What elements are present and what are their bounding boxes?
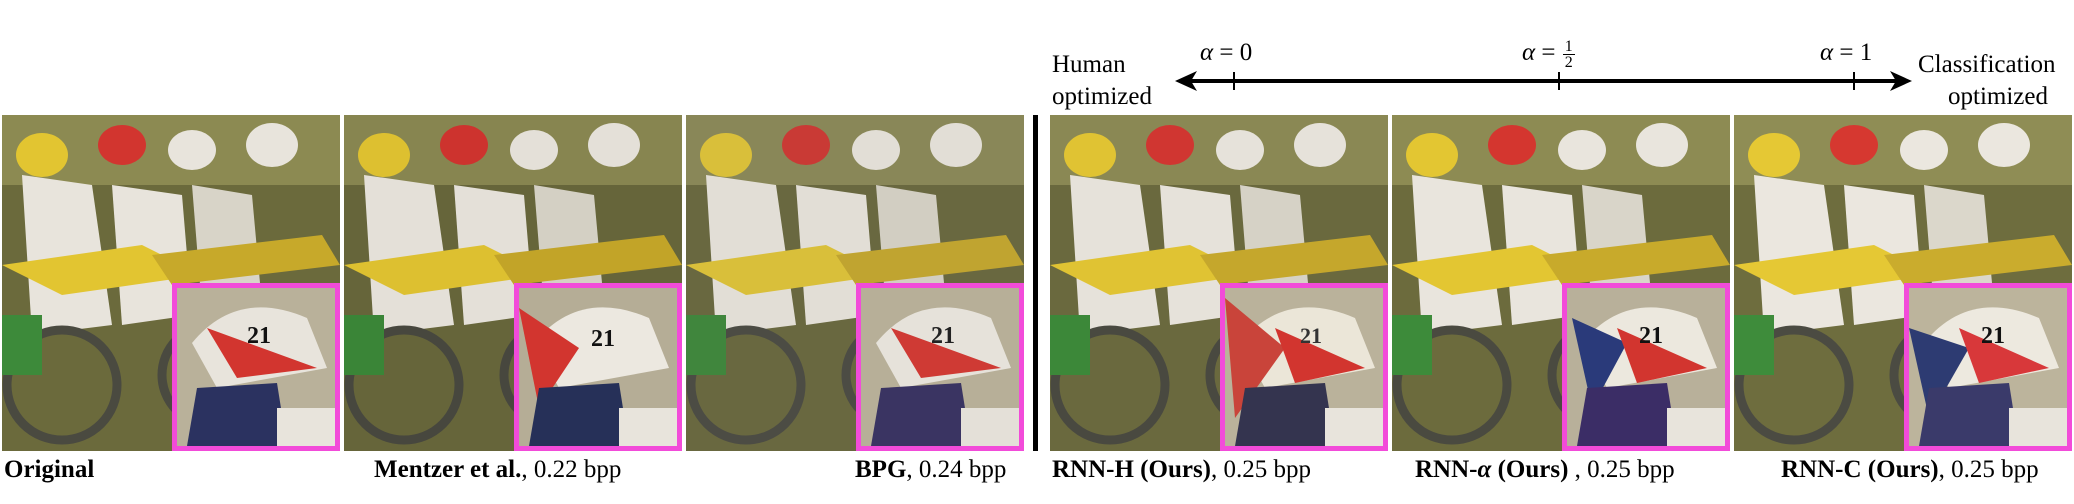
zoom-inset: 21 (514, 283, 682, 451)
panel-rnn-alpha: 21 (1392, 115, 1730, 451)
svg-text:21: 21 (591, 326, 615, 352)
caption-bpg: BPG, 0.24 bpp (855, 456, 1007, 483)
svg-text:21: 21 (1300, 323, 1322, 348)
svg-text:21: 21 (247, 323, 271, 349)
caption-original: Original (4, 456, 95, 483)
zoom-inset: 21 (172, 283, 340, 451)
caption-mentzer: Mentzer et al., 0.22 bpp (374, 456, 622, 483)
human-label-line1: Human (1052, 51, 1126, 78)
human-label-line2: optimized (1052, 83, 1152, 110)
panel-rnn-h: 21 (1050, 115, 1388, 451)
zoom-inset: 21 (1904, 283, 2072, 451)
panel-mentzer: 21 (344, 115, 682, 451)
caption-rnn-h: RNN-H (Ours), 0.25 bpp (1052, 456, 1312, 483)
classification-label-line1: Classification (1918, 51, 2056, 78)
scale-arrow (1175, 71, 1912, 91)
section-divider (1033, 115, 1038, 451)
svg-text:21: 21 (1981, 323, 2005, 349)
caption-rnn-c: RNN-C (Ours), 0.25 bpp (1781, 456, 2039, 483)
panel-original: 21 (2, 115, 340, 451)
classification-label-line2: optimized (1948, 83, 2048, 110)
panel-rnn-c: 21 (1734, 115, 2072, 451)
zoom-inset: 21 (856, 283, 1024, 451)
panel-bpg: 21 (686, 115, 1024, 451)
tick-label-alpha-1: α = 1 (1820, 39, 1873, 66)
zoom-inset: 21 (1562, 283, 1730, 451)
svg-text:21: 21 (931, 323, 955, 349)
motocross-image (1050, 115, 1388, 451)
svg-text:21: 21 (1639, 323, 1663, 349)
caption-rnn-alpha: RNN-α (Ours) , 0.25 bpp (1415, 456, 1675, 483)
tick-label-alpha-0: α = 0 (1200, 39, 1253, 66)
zoom-inset: 21 (1220, 283, 1388, 451)
